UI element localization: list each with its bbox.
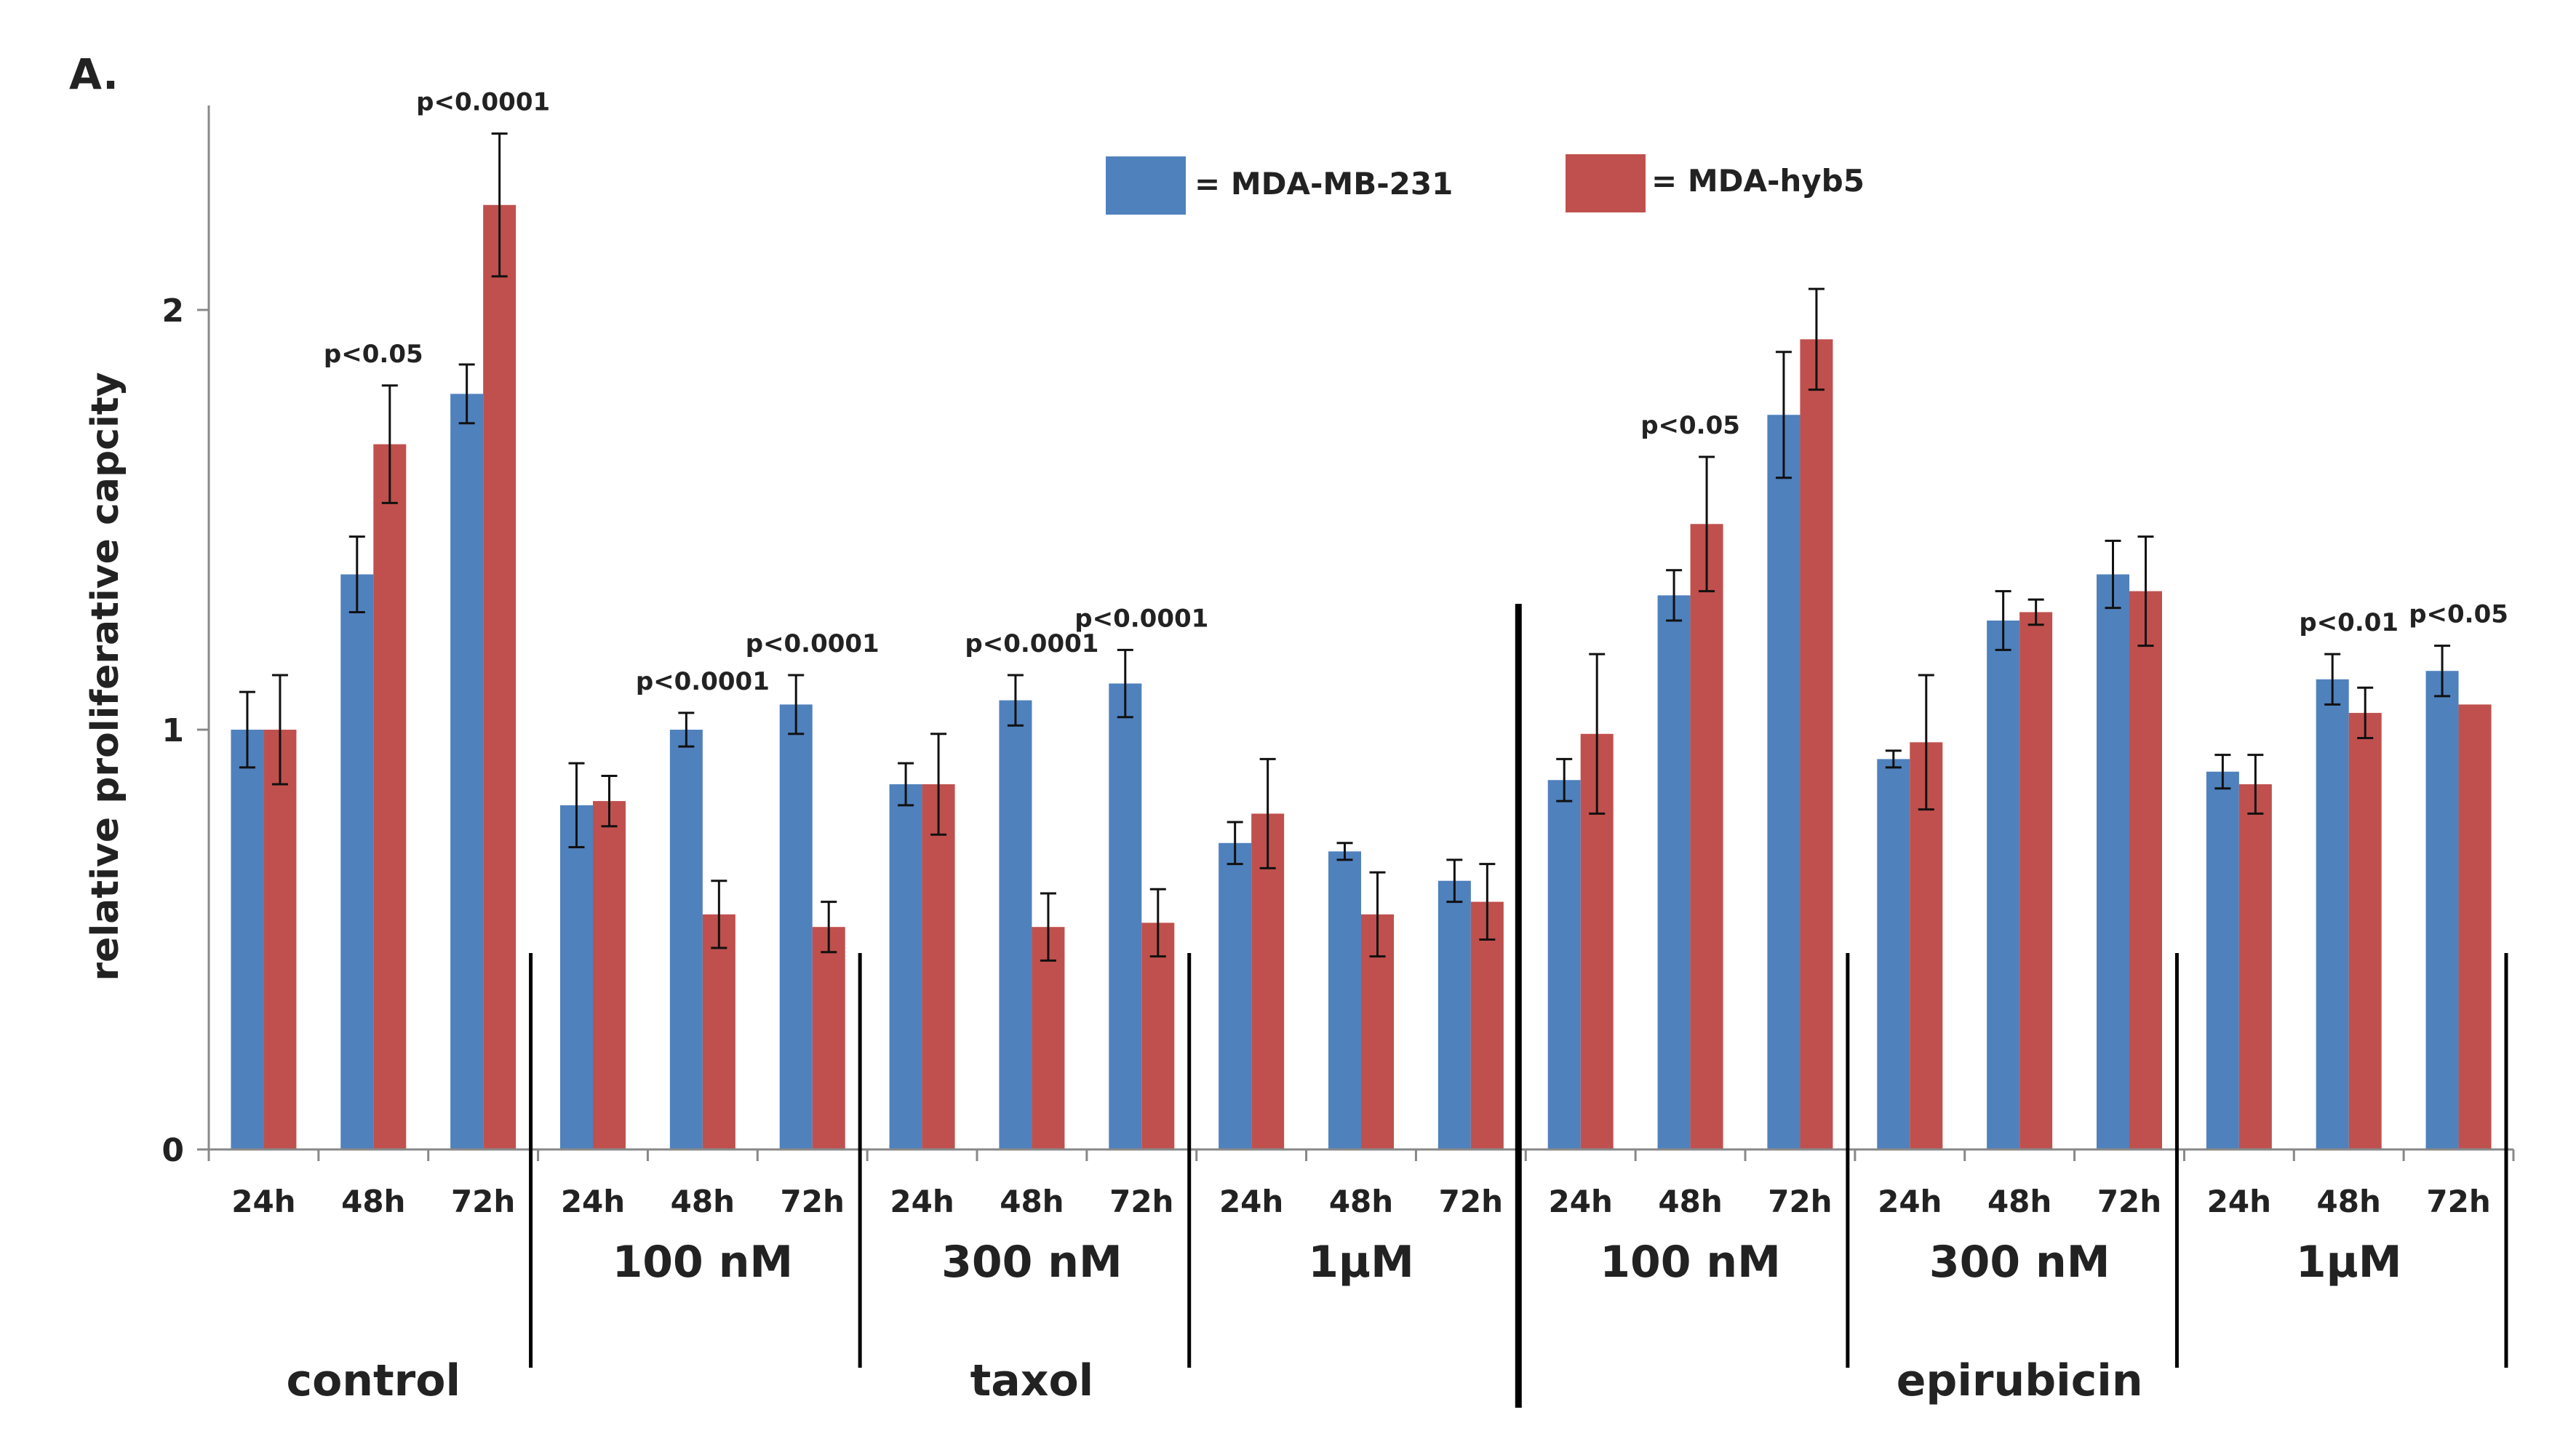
x-tick-label: 24h	[1219, 1184, 1283, 1219]
bar-mda-mb-231	[1877, 759, 1910, 1149]
y-axis-title: relative proliferative capcity	[84, 372, 127, 981]
dose-group-label: 100 nM	[1600, 1237, 1781, 1288]
bar-mda-mb-231	[889, 784, 922, 1149]
treatment-group-label: taxol	[970, 1355, 1094, 1406]
x-tick-label: 72h	[2426, 1184, 2490, 1219]
bar-mda-mb-231	[2206, 771, 2239, 1149]
bar-mda-hyb5	[702, 914, 735, 1149]
bar-mda-mb-231	[779, 704, 813, 1149]
bar-mda-mb-231	[1987, 620, 2020, 1149]
x-tick-label: 48h	[341, 1184, 405, 1219]
dose-group-label: 1µM	[2296, 1237, 2402, 1288]
legend: = MDA-MB-231 = MDA-hyb5	[1106, 154, 1865, 215]
x-tick-label: 24h	[2207, 1184, 2271, 1219]
bar-mda-mb-231	[560, 805, 593, 1149]
bar-mda-mb-231	[1109, 683, 1142, 1149]
bar-mda-mb-231	[669, 730, 703, 1149]
bar-mda-mb-231	[2316, 679, 2349, 1149]
bar-mda-mb-231	[1767, 415, 1801, 1149]
bar-mda-hyb5	[593, 801, 626, 1149]
dose-group-label: 1µM	[1308, 1237, 1414, 1288]
x-tick-label: 24h	[1549, 1184, 1613, 1219]
x-tick-label: 72h	[1109, 1184, 1173, 1219]
x-tick-label: 48h	[1987, 1184, 2051, 1219]
x-tick-label: 72h	[781, 1184, 845, 1219]
bar-mda-hyb5	[1141, 922, 1175, 1149]
treatment-group-label: epirubicin	[1897, 1355, 2143, 1406]
x-tick-label: 72h	[2097, 1184, 2161, 1219]
bar-mda-hyb5	[2129, 591, 2162, 1149]
x-tick-label: 24h	[890, 1184, 954, 1219]
p-value-annotation: p<0.0001	[965, 629, 1098, 658]
p-value-annotation: p<0.0001	[1074, 604, 1208, 633]
bar-mda-hyb5	[2019, 612, 2053, 1149]
legend-swatch	[1106, 156, 1186, 215]
x-tick-label: 72h	[1768, 1184, 1832, 1219]
bar-mda-hyb5	[373, 444, 407, 1149]
p-value-annotation: p<0.01	[2299, 608, 2398, 637]
bar-mda-mb-231	[1219, 842, 1252, 1149]
bar-mda-hyb5	[1251, 813, 1285, 1149]
bar-mda-hyb5	[2238, 784, 2272, 1149]
x-tick-label: 24h	[231, 1184, 295, 1219]
bar-mda-mb-231	[450, 394, 484, 1149]
legend-label: = MDA-MB-231	[1195, 166, 1453, 202]
x-tick-label: 24h	[1878, 1184, 1942, 1219]
bar-mda-mb-231	[2425, 671, 2459, 1149]
bar-mda-hyb5	[922, 784, 955, 1149]
bar-mda-hyb5	[2458, 704, 2492, 1149]
y-tick-label: 2	[162, 292, 184, 330]
bar-mda-hyb5	[263, 730, 297, 1149]
bar-mda-hyb5	[2348, 712, 2382, 1149]
p-value-annotation: p<0.0001	[746, 629, 880, 658]
bar-mda-mb-231	[1328, 851, 1361, 1149]
y-tick-label: 0	[162, 1132, 184, 1169]
dose-group-label: 100 nM	[613, 1237, 794, 1288]
bar-mda-mb-231	[1657, 595, 1691, 1149]
bar-mda-mb-231	[1547, 780, 1581, 1149]
bar-mda-hyb5	[1800, 339, 1833, 1149]
x-tick-label: 48h	[1329, 1184, 1393, 1219]
x-tick-label: 48h	[671, 1184, 735, 1219]
bar-mda-hyb5	[1470, 901, 1504, 1149]
bar-mda-hyb5	[812, 927, 845, 1149]
bar-mda-mb-231	[1437, 880, 1471, 1149]
bar-mda-mb-231	[2097, 574, 2129, 1149]
x-tick-label: 72h	[1439, 1184, 1503, 1219]
x-tick-label: 24h	[561, 1184, 625, 1219]
bar-mda-hyb5	[1032, 927, 1065, 1149]
bar-mda-hyb5	[483, 204, 517, 1149]
p-value-annotation: p<0.05	[2409, 600, 2508, 629]
x-tick-label: 48h	[1658, 1184, 1722, 1219]
p-value-annotation: p<0.0001	[416, 88, 550, 117]
bar-mda-hyb5	[1690, 524, 1723, 1149]
x-tick-label: 48h	[1000, 1184, 1064, 1219]
bar-mda-mb-231	[999, 700, 1032, 1149]
legend-label: = MDA-hyb5	[1651, 163, 1865, 199]
p-value-annotation: p<0.05	[1640, 411, 1740, 440]
p-value-annotation: p<0.0001	[636, 667, 770, 696]
bar-mda-mb-231	[340, 574, 374, 1149]
legend-swatch	[1566, 154, 1646, 212]
p-value-annotation: p<0.05	[324, 340, 423, 369]
y-tick-label: 1	[162, 712, 184, 749]
x-tick-label: 72h	[451, 1184, 515, 1219]
x-tick-label: 48h	[2317, 1184, 2381, 1219]
dose-group-label: 300 nM	[941, 1237, 1122, 1288]
panel-label: A.	[69, 49, 119, 99]
treatment-group-label: control	[287, 1355, 461, 1406]
dose-group-label: 300 nM	[1929, 1237, 2110, 1288]
bar-mda-mb-231	[231, 730, 264, 1149]
